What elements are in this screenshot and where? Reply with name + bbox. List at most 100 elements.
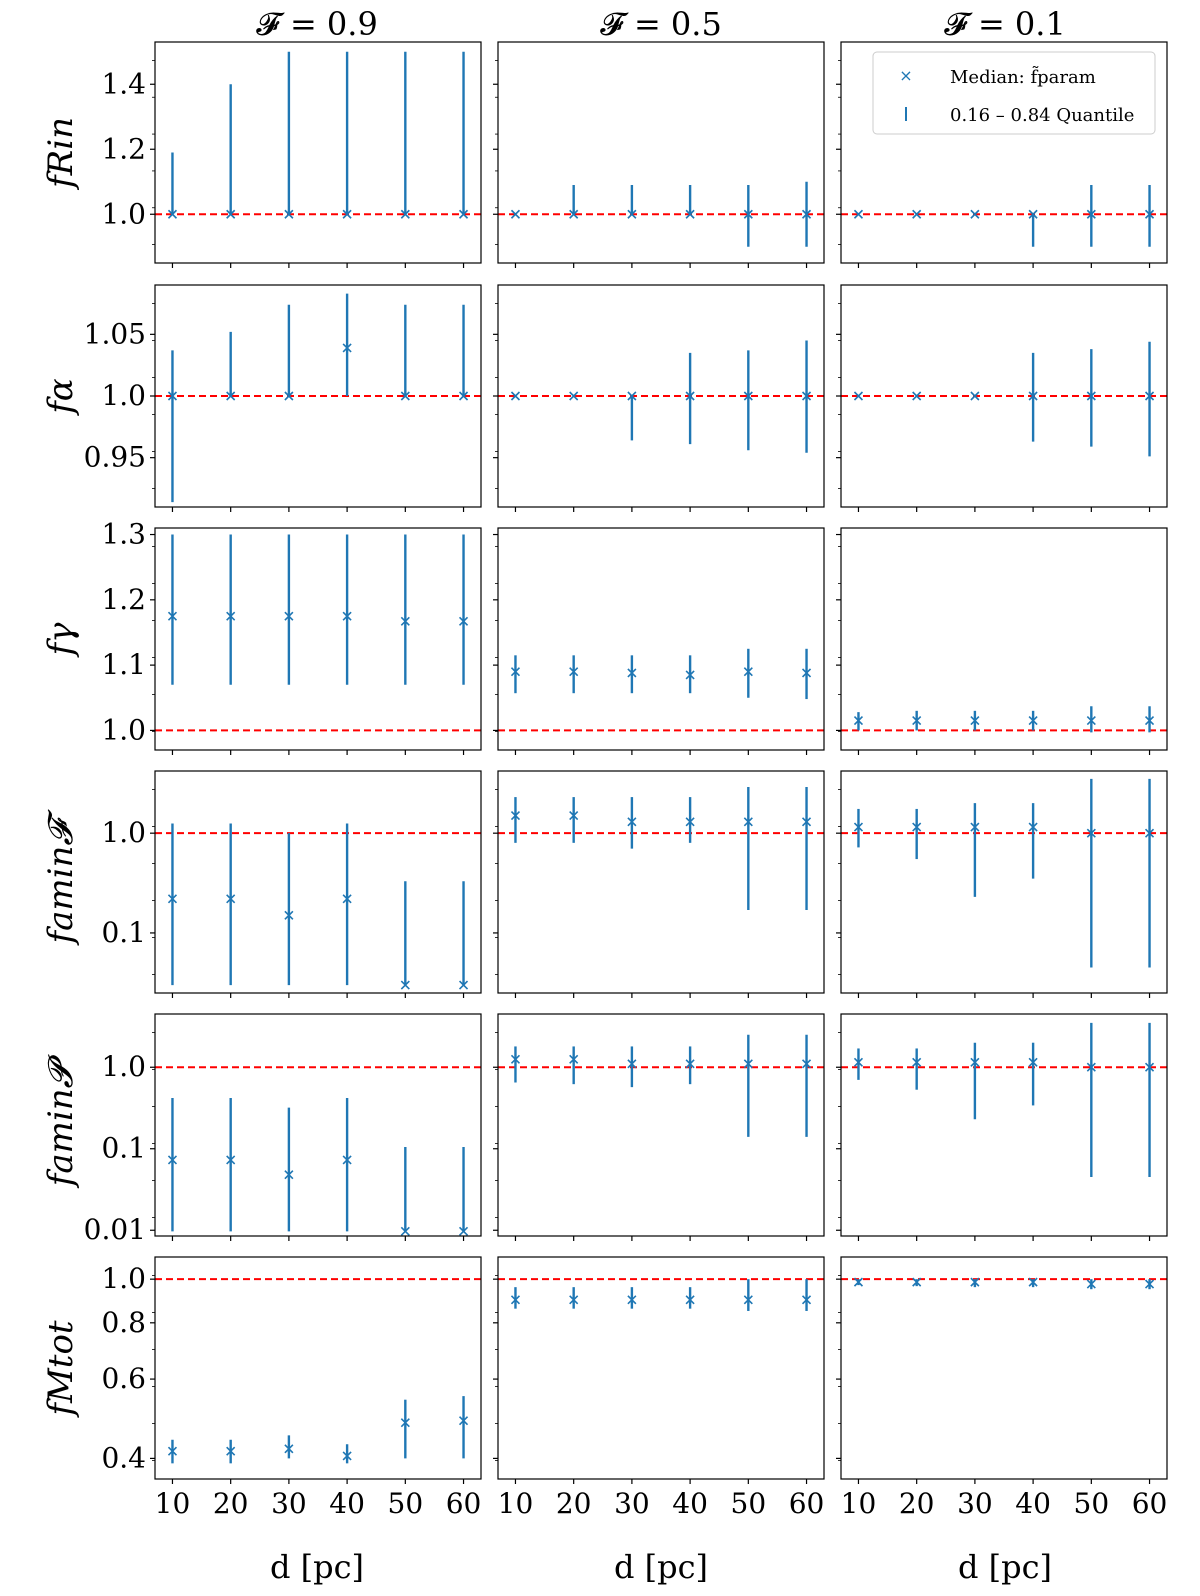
median-marker <box>743 667 753 677</box>
median-marker <box>510 667 521 677</box>
median-marker <box>510 811 521 821</box>
median-marker <box>569 1054 579 1064</box>
median-marker <box>342 209 352 219</box>
median-marker <box>685 670 695 680</box>
median-marker <box>743 391 753 401</box>
y-tick-label: 1.0 <box>101 1262 146 1295</box>
median-marker <box>569 1295 579 1305</box>
median-marker <box>912 209 922 219</box>
median-marker <box>627 209 637 219</box>
x-axis-label-2: d [pc] <box>958 1548 1052 1586</box>
median-marker <box>853 391 864 401</box>
median-marker <box>970 822 980 832</box>
median-marker <box>458 1416 469 1426</box>
x-tick-label: 10 <box>155 1487 191 1520</box>
median-marker <box>1086 209 1096 219</box>
median-marker <box>458 980 469 990</box>
y-tick-label: 1.0 <box>101 713 146 746</box>
x-tick-label: 10 <box>498 1487 534 1520</box>
y-tick-label: 1.0 <box>101 379 146 412</box>
median-marker <box>801 1295 812 1305</box>
median-marker <box>1028 1057 1038 1067</box>
panel-f_amin_F-2 <box>836 770 1168 998</box>
median-marker <box>1028 1277 1038 1287</box>
median-marker <box>801 209 812 219</box>
column-title-0: 𝓕 = 0.9 <box>256 5 378 43</box>
legend: × Median: f̃param 0.16 – 0.84 Quantile <box>872 51 1156 135</box>
median-marker <box>685 1295 695 1305</box>
median-marker <box>167 611 178 621</box>
panel-f_amin_F-1 <box>493 770 825 998</box>
median-marker <box>510 391 521 401</box>
panel-f_amin_F-0: 0.1 1.0 <box>101 770 482 998</box>
x-tick-label: 20 <box>213 1487 249 1520</box>
y-axis-label-f_Rin: fRin <box>41 117 81 191</box>
x-tick-label: 20 <box>556 1487 592 1520</box>
x-axis-label-0: d [pc] <box>270 1548 364 1586</box>
y-tick-label: 1.4 <box>101 67 146 100</box>
median-marker <box>1028 822 1038 832</box>
panel-f_Rin-2 <box>836 41 1168 268</box>
median-marker <box>569 391 579 401</box>
median-marker <box>853 716 864 726</box>
median-marker <box>1086 391 1096 401</box>
median-marker <box>743 817 753 827</box>
median-marker <box>167 391 178 401</box>
y-tick-label: 0.95 <box>84 441 146 474</box>
axes-frame <box>154 1013 482 1237</box>
median-marker <box>569 667 579 677</box>
panel-f_alpha-0: 0.95 1.0 1.05 <box>84 284 482 512</box>
median-marker <box>743 1059 753 1069</box>
median-marker <box>226 1446 236 1456</box>
panel-f_amin_P-0: 0.01 0.1 1.0 <box>84 1013 482 1246</box>
median-marker <box>743 1295 753 1305</box>
median-marker <box>342 343 352 353</box>
panel-f_Rin-1 <box>493 41 825 268</box>
x-tick-label: 60 <box>446 1487 482 1520</box>
median-marker <box>743 209 753 219</box>
panel-f_amin_P-1 <box>493 1013 825 1241</box>
median-marker <box>284 1170 294 1180</box>
median-marker <box>627 1059 637 1069</box>
y-tick-label: 1.0 <box>101 197 146 230</box>
panel-f_Mtot-1: 10 20 30 40 50 60 <box>493 1256 825 1520</box>
panel-f_alpha-1 <box>493 284 825 512</box>
median-marker <box>970 391 980 401</box>
panel-f_gamma-1 <box>493 527 825 755</box>
x-axis-label-1: d [pc] <box>614 1548 708 1586</box>
y-tick-label: 1.05 <box>84 317 146 350</box>
legend-median-label: Median: f̃param <box>950 65 1096 88</box>
median-marker <box>1086 1062 1096 1072</box>
x-tick-label: 30 <box>957 1487 993 1520</box>
median-marker <box>1144 828 1155 838</box>
median-marker <box>1144 1279 1155 1289</box>
axes-frame <box>497 527 825 751</box>
median-marker <box>458 391 469 401</box>
median-marker <box>912 1277 922 1287</box>
legend-median-marker-icon: × <box>899 66 912 85</box>
axes-frame <box>497 770 825 994</box>
y-tick-label: 0.6 <box>101 1362 146 1395</box>
median-marker <box>970 209 980 219</box>
axes-frame <box>154 770 482 994</box>
legend-box <box>872 51 1156 135</box>
axes-frame <box>840 527 1168 751</box>
median-marker <box>1144 391 1155 401</box>
column-title-2: 𝓕 = 0.1 <box>944 5 1066 43</box>
median-marker <box>853 1277 864 1287</box>
median-marker <box>801 1059 812 1069</box>
axes-frame <box>840 41 1168 264</box>
y-axis-label-f_gamma: fγ <box>41 622 81 659</box>
x-tick-label: 50 <box>1074 1487 1110 1520</box>
median-marker <box>685 209 695 219</box>
median-marker <box>226 391 236 401</box>
median-marker <box>400 391 410 401</box>
median-marker <box>627 391 637 401</box>
y-tick-label: 1.2 <box>101 132 146 165</box>
panel-f_Rin-0: 1.0 1.2 1.4 <box>101 41 482 268</box>
y-axis-label-f_amin_F: famin𝓕 <box>41 809 81 947</box>
panel-f_Mtot-2: 10 20 30 40 50 60 <box>836 1256 1168 1520</box>
median-marker <box>685 1059 695 1069</box>
y-tick-label: 1.0 <box>101 816 146 849</box>
